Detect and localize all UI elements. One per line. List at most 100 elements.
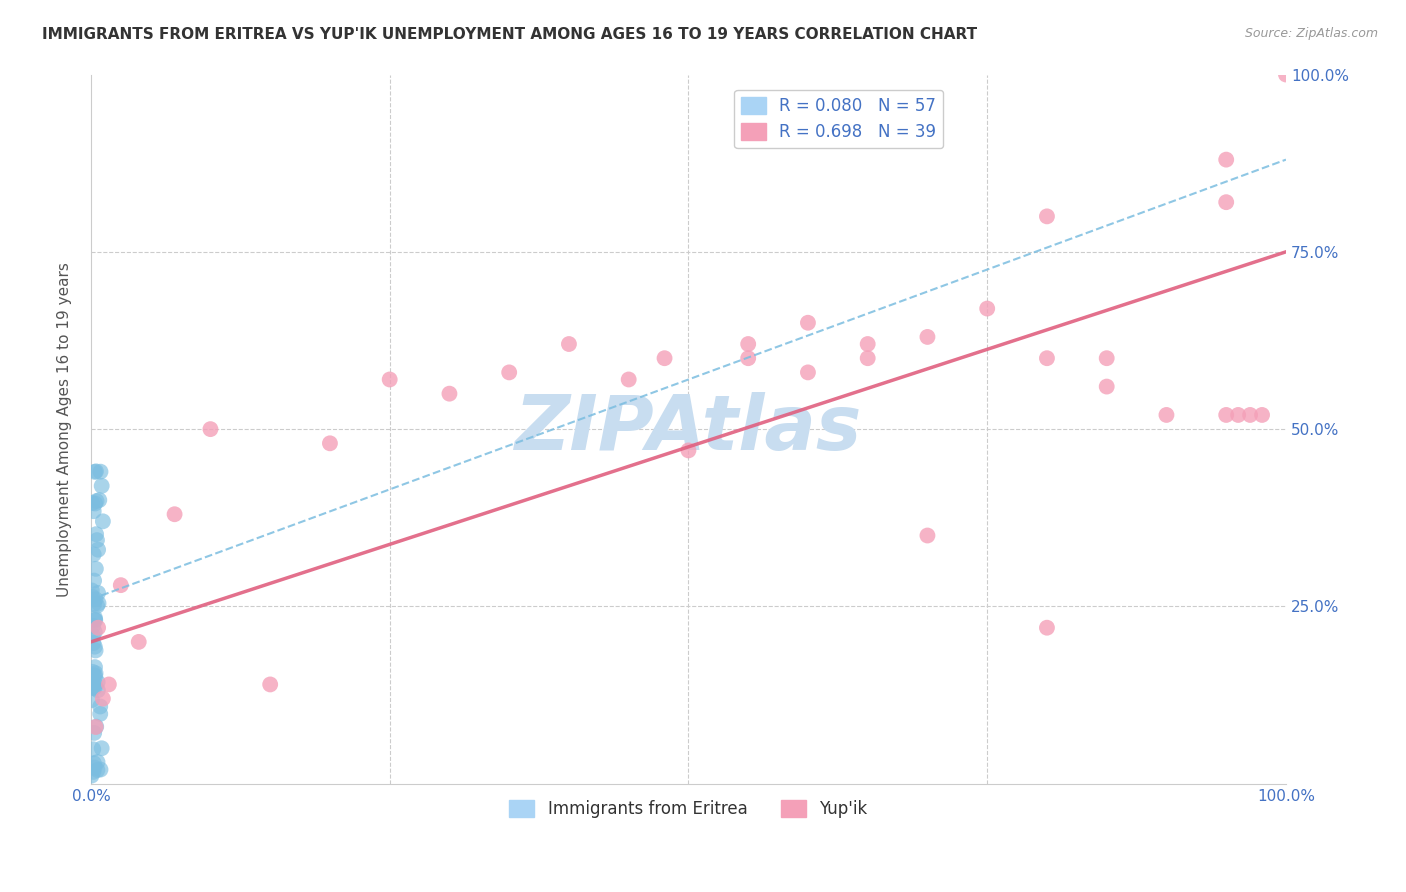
Point <box>84 613 107 627</box>
Point <box>737 351 759 366</box>
Point <box>84 464 107 478</box>
Point <box>1215 195 1237 210</box>
Point <box>678 443 700 458</box>
Point <box>82 590 104 604</box>
Point <box>86 675 108 690</box>
Point <box>259 677 281 691</box>
Point <box>83 640 105 654</box>
Point <box>89 763 111 777</box>
Point <box>87 596 110 610</box>
Point <box>84 720 107 734</box>
Point <box>86 533 108 548</box>
Point <box>84 666 107 681</box>
Point <box>319 436 342 450</box>
Text: IMMIGRANTS FROM ERITREA VS YUP'IK UNEMPLOYMENT AMONG AGES 16 TO 19 YEARS CORRELA: IMMIGRANTS FROM ERITREA VS YUP'IK UNEMPL… <box>42 27 977 42</box>
Point <box>80 681 103 695</box>
Point <box>1215 153 1237 167</box>
Point <box>1239 408 1261 422</box>
Point <box>83 676 105 690</box>
Point <box>84 720 107 734</box>
Point <box>797 365 820 379</box>
Point <box>83 726 105 740</box>
Point <box>84 527 107 541</box>
Point <box>1156 408 1178 422</box>
Point <box>82 628 104 642</box>
Point <box>82 665 104 679</box>
Y-axis label: Unemployment Among Ages 16 to 19 years: Unemployment Among Ages 16 to 19 years <box>58 261 72 597</box>
Point <box>83 597 105 611</box>
Point <box>84 660 107 674</box>
Point <box>91 691 114 706</box>
Point <box>97 677 120 691</box>
Point <box>83 548 105 562</box>
Point <box>856 337 879 351</box>
Point <box>1036 210 1059 224</box>
Point <box>87 586 110 600</box>
Point <box>558 337 581 351</box>
Point <box>110 578 132 592</box>
Point <box>200 422 222 436</box>
Point <box>82 496 104 510</box>
Point <box>83 761 105 775</box>
Point <box>737 337 759 351</box>
Point <box>80 583 103 598</box>
Point <box>654 351 676 366</box>
Point <box>89 493 111 508</box>
Point <box>163 507 186 521</box>
Point <box>86 755 108 769</box>
Point <box>91 514 114 528</box>
Point <box>84 496 107 510</box>
Point <box>1215 408 1237 422</box>
Point <box>83 756 105 771</box>
Text: Source: ZipAtlas.com: Source: ZipAtlas.com <box>1244 27 1378 40</box>
Point <box>83 625 105 640</box>
Point <box>83 574 105 588</box>
Point <box>90 741 112 756</box>
Point <box>976 301 998 316</box>
Point <box>128 635 150 649</box>
Point <box>86 599 108 613</box>
Point <box>82 636 104 650</box>
Point <box>90 479 112 493</box>
Point <box>83 681 105 695</box>
Point <box>917 528 939 542</box>
Point <box>83 613 105 627</box>
Point <box>83 668 105 682</box>
Point <box>1251 408 1274 422</box>
Point <box>84 643 107 657</box>
Point <box>83 465 105 479</box>
Point <box>84 680 107 694</box>
Point <box>498 365 520 379</box>
Point <box>83 504 105 518</box>
Point <box>82 619 104 633</box>
Point <box>1275 68 1298 82</box>
Point <box>617 372 640 386</box>
Point <box>89 465 111 479</box>
Point <box>89 706 111 721</box>
Point <box>1036 621 1059 635</box>
Point <box>378 372 401 386</box>
Point <box>87 683 110 698</box>
Point <box>1095 351 1118 366</box>
Point <box>84 592 107 607</box>
Point <box>84 669 107 683</box>
Point <box>87 542 110 557</box>
Point <box>86 494 108 508</box>
Point <box>86 763 108 777</box>
Point <box>917 330 939 344</box>
Legend: Immigrants from Eritrea, Yup'ik: Immigrants from Eritrea, Yup'ik <box>503 794 875 825</box>
Point <box>797 316 820 330</box>
Point <box>439 386 461 401</box>
Point <box>80 693 103 707</box>
Point <box>84 611 107 625</box>
Text: ZIPAtlas: ZIPAtlas <box>515 392 862 467</box>
Point <box>84 562 107 576</box>
Point <box>82 764 104 779</box>
Point <box>80 769 103 783</box>
Point <box>89 699 111 714</box>
Point <box>1227 408 1250 422</box>
Point <box>1036 351 1059 366</box>
Point <box>87 621 110 635</box>
Point <box>1095 379 1118 393</box>
Point <box>82 742 104 756</box>
